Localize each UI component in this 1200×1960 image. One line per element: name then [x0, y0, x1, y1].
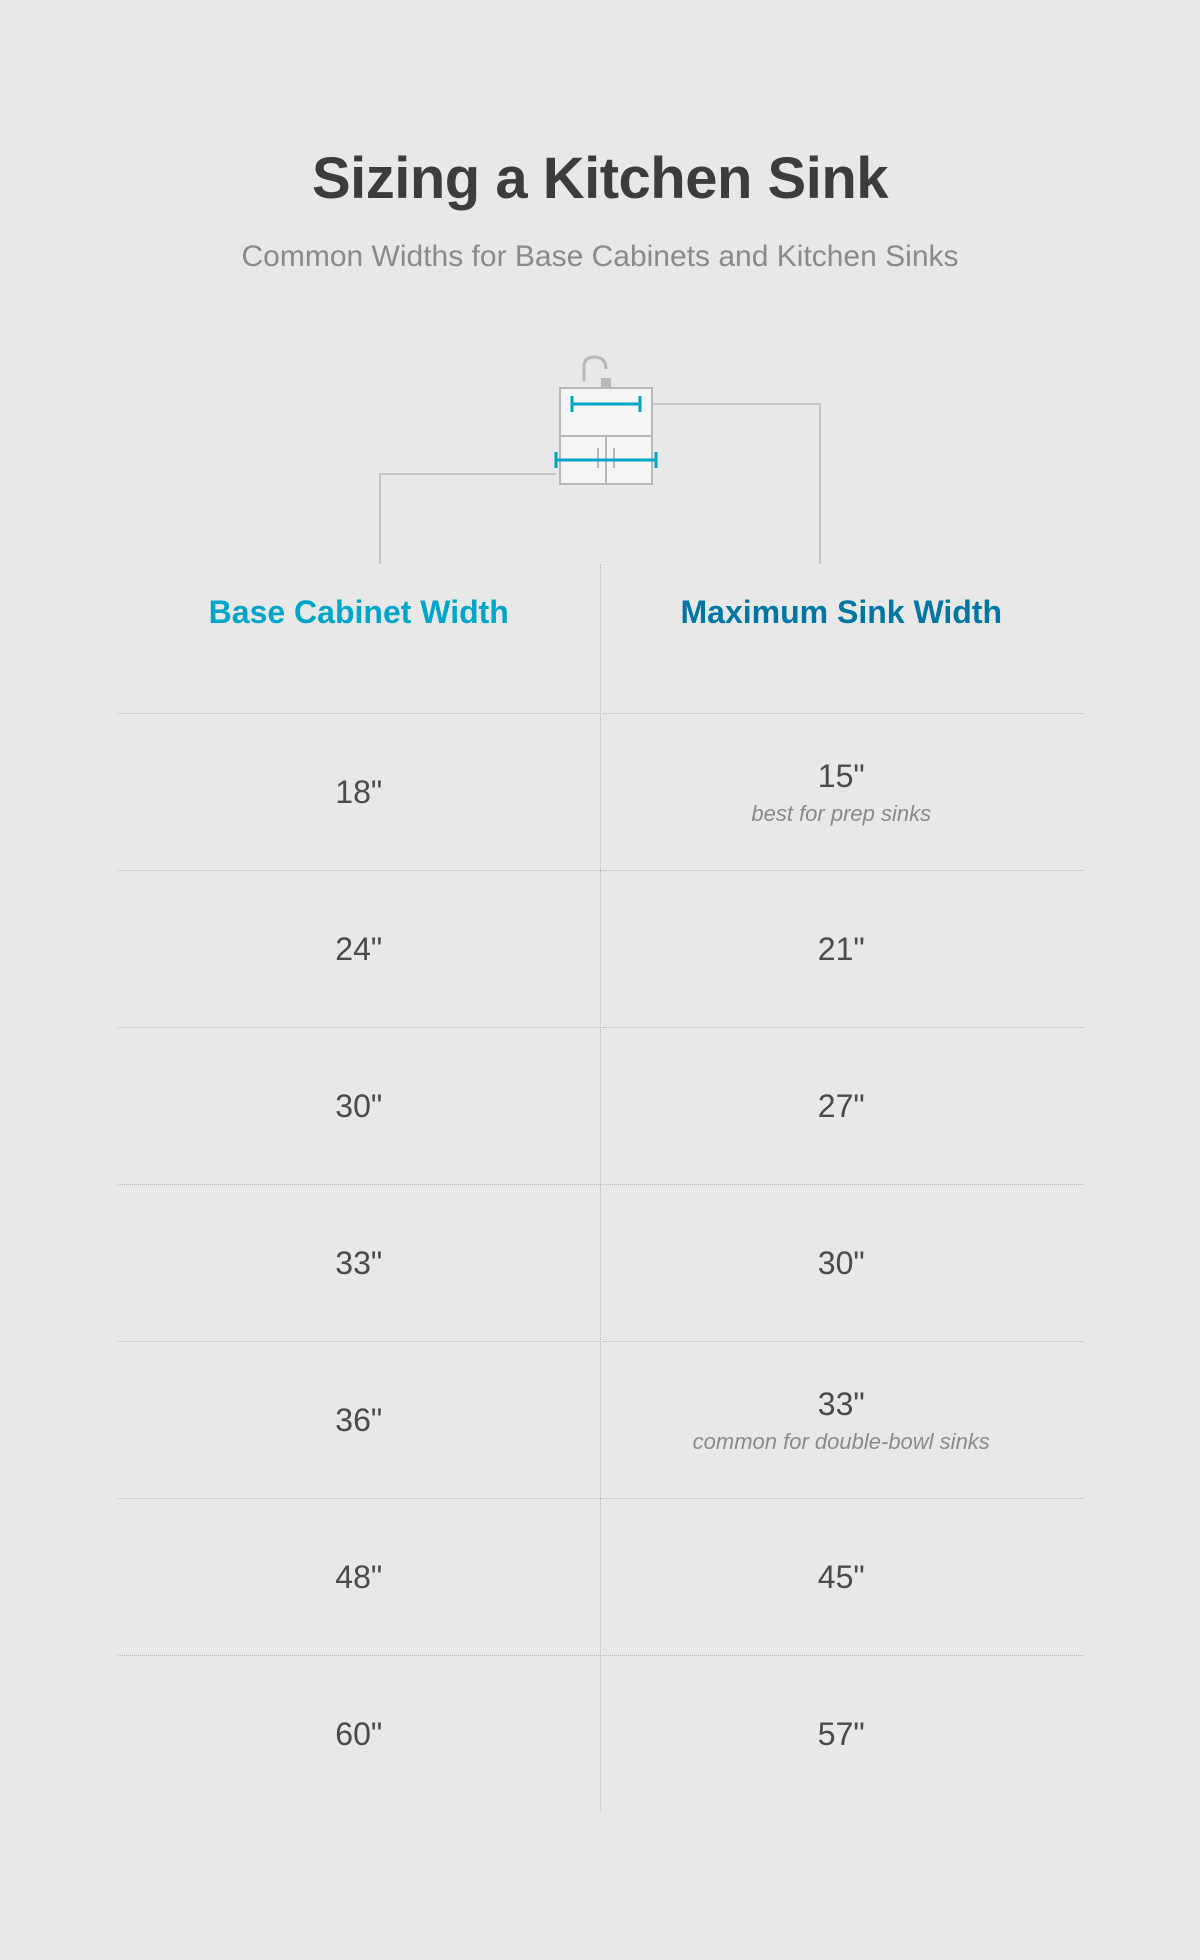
sizing-table: Base Cabinet Width Maximum Sink Width 18…	[118, 564, 1083, 1812]
sink-value: 30"	[818, 1245, 865, 1282]
sink-value: 57"	[818, 1716, 865, 1753]
page-subtitle: Common Widths for Base Cabinets and Kitc…	[0, 240, 1200, 274]
sink-note: common for double-bowl sinks	[693, 1429, 990, 1455]
table-row: 18" 15" best for prep sinks	[118, 713, 1083, 870]
cabinet-cell: 36"	[118, 1384, 601, 1457]
cabinet-value: 48"	[335, 1559, 382, 1596]
cabinet-value: 30"	[335, 1088, 382, 1125]
table-row: 36" 33" common for double-bowl sinks	[118, 1341, 1083, 1498]
sink-value: 27"	[818, 1088, 865, 1125]
table-row: 33" 30"	[118, 1184, 1083, 1341]
cabinet-cell: 33"	[118, 1227, 601, 1300]
cabinet-cell: 24"	[118, 913, 601, 986]
cabinet-cell: 18"	[118, 756, 601, 829]
cabinet-cell: 60"	[118, 1698, 601, 1771]
sink-value: 33"	[818, 1386, 865, 1423]
cabinet-value: 60"	[335, 1716, 382, 1753]
sink-cell: 45"	[600, 1541, 1083, 1614]
sink-value: 21"	[818, 931, 865, 968]
sink-cell: 15" best for prep sinks	[600, 740, 1083, 845]
page-title: Sizing a Kitchen Sink	[0, 145, 1200, 212]
column-header-cabinet: Base Cabinet Width	[118, 564, 601, 713]
table-row: 24" 21"	[118, 870, 1083, 1027]
column-header-sink: Maximum Sink Width	[600, 564, 1083, 713]
table-header-row: Base Cabinet Width Maximum Sink Width	[118, 564, 1083, 713]
sink-value: 15"	[818, 758, 865, 795]
cabinet-cell: 30"	[118, 1070, 601, 1143]
cabinet-cell: 48"	[118, 1541, 601, 1614]
table-row: 30" 27"	[118, 1027, 1083, 1184]
cabinet-value: 36"	[335, 1402, 382, 1439]
sink-value: 45"	[818, 1559, 865, 1596]
sink-cell: 21"	[600, 913, 1083, 986]
sink-cabinet-diagram	[320, 344, 880, 564]
sink-cell: 30"	[600, 1227, 1083, 1300]
cabinet-value: 33"	[335, 1245, 382, 1282]
sink-cell: 27"	[600, 1070, 1083, 1143]
page-container: Sizing a Kitchen Sink Common Widths for …	[0, 0, 1200, 1960]
table-row: 48" 45"	[118, 1498, 1083, 1655]
table-row: 60" 57"	[118, 1655, 1083, 1812]
table-body: 18" 15" best for prep sinks 24" 21" 30" 27" 33"…	[118, 713, 1083, 1812]
cabinet-value: 18"	[335, 774, 382, 811]
sink-cell: 33" common for double-bowl sinks	[600, 1368, 1083, 1473]
sink-note: best for prep sinks	[751, 801, 931, 827]
cabinet-value: 24"	[335, 931, 382, 968]
sink-cell: 57"	[600, 1698, 1083, 1771]
